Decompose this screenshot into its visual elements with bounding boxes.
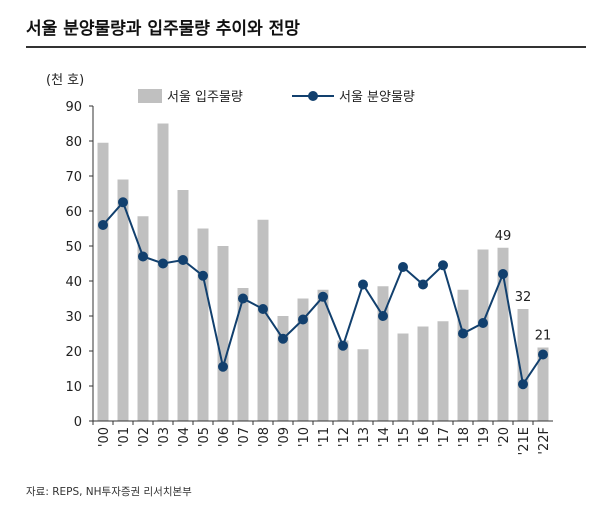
- bar-'04: [177, 190, 189, 421]
- data-label-'20: 49: [495, 229, 512, 244]
- bar-'14: [377, 286, 389, 421]
- x-tick-label: '19: [477, 427, 492, 447]
- line-point-'06: [218, 361, 228, 372]
- y-tick-label: 50: [65, 240, 82, 255]
- bar-'00: [97, 142, 109, 421]
- line-point-'04: [178, 255, 188, 265]
- bar-'07: [237, 288, 249, 421]
- legend-label-presale: 서울 분양물량: [339, 90, 415, 105]
- bar-'12: [337, 340, 349, 421]
- bar-'05: [197, 228, 209, 421]
- line-point-'13: [358, 279, 368, 290]
- chart-title: 서울 분양물량과 입주물량 추이와 전망: [26, 19, 300, 39]
- bar-'19: [477, 249, 489, 421]
- x-tick-label: '06: [217, 427, 232, 447]
- line-point-'07: [238, 293, 248, 304]
- bar-'15: [397, 333, 409, 421]
- bar-'18: [457, 289, 469, 421]
- x-tick-label: '09: [277, 427, 292, 447]
- x-tick-label: '12: [337, 427, 352, 447]
- bar-'03: [157, 123, 169, 421]
- chart-canvas: (천 호) 서울 입주물량 서울 분양물량 0 10 20 30 40 50 60 70 80 9…: [46, 73, 553, 455]
- line-point-'15: [398, 262, 408, 272]
- line-point-'01: [118, 197, 128, 208]
- legend-swatch-marker: [308, 91, 318, 101]
- line-series-markers: [98, 197, 548, 390]
- bar-'17: [437, 321, 449, 421]
- line-point-'09: [278, 333, 288, 344]
- line-point-'14: [378, 311, 388, 321]
- axes: [92, 106, 553, 422]
- line-point-'12: [338, 340, 348, 351]
- bar-'02: [137, 216, 149, 421]
- source-note: 자료: REPS, NH투자증권 리서치본부: [26, 486, 192, 498]
- line-point-'17: [438, 260, 448, 271]
- data-label-'21E: 32: [515, 290, 532, 305]
- y-tick-label: 30: [65, 310, 82, 325]
- bar-'06: [217, 246, 229, 421]
- legend-swatch-bars: [138, 89, 162, 103]
- x-tick-label: '21E: [517, 427, 532, 455]
- y-tick-label: 80: [65, 135, 82, 150]
- bar-'13: [357, 349, 369, 421]
- bar-'01: [117, 179, 129, 421]
- line-point-'11: [318, 291, 328, 302]
- legend-label-move-in: 서울 입주물량: [167, 90, 243, 105]
- x-tick-label: '03: [157, 427, 172, 447]
- line-point-'20: [498, 269, 508, 279]
- line-point-'16: [418, 279, 428, 290]
- x-tick-label: '17: [437, 427, 452, 447]
- line-point-'03: [158, 258, 168, 269]
- data-labels: 49 32 21: [495, 229, 552, 344]
- bar-'10: [297, 298, 309, 421]
- bar-'20: [497, 247, 509, 421]
- y-tick-label: 90: [65, 100, 82, 115]
- y-axis-unit-label: (천 호): [46, 73, 84, 88]
- y-tick-label: 20: [65, 345, 82, 360]
- y-axis-ticks: 0 10 20 30 40 50 60 70 80 90: [65, 100, 93, 430]
- bar-'16: [417, 326, 429, 421]
- x-tick-label: '14: [377, 427, 392, 447]
- x-tick-label: '05: [197, 427, 212, 447]
- x-tick-label: '18: [457, 427, 472, 447]
- x-tick-label: '10: [297, 427, 312, 447]
- line-point-'02: [138, 251, 148, 262]
- x-tick-label: '20: [497, 427, 512, 447]
- bar-'21E: [517, 309, 529, 421]
- x-tick-label: '01: [117, 427, 132, 447]
- line-point-'18: [458, 328, 468, 339]
- bar-'08: [257, 219, 269, 421]
- line-point-'08: [258, 304, 268, 314]
- x-axis-ticks: '00 '01 '02 '03 '04 '05 '06 '07 '08 '09 '10 '11 '12 '…: [92, 421, 552, 455]
- line-point-'00: [98, 220, 108, 230]
- y-tick-label: 10: [65, 380, 82, 395]
- x-tick-label: '11: [317, 427, 332, 447]
- line-point-'19: [478, 318, 488, 328]
- x-tick-label: '02: [137, 427, 152, 447]
- y-tick-label: 40: [65, 275, 82, 290]
- line-point-'10: [298, 314, 308, 325]
- bar-'09: [277, 316, 289, 421]
- title-divider: [26, 46, 586, 48]
- y-tick-label: 60: [65, 205, 82, 220]
- data-label-'22F: 21: [535, 329, 552, 344]
- y-tick-label: 0: [74, 415, 82, 430]
- legend: 서울 입주물량 서울 분양물량: [138, 89, 415, 105]
- x-tick-label: '16: [417, 427, 432, 447]
- bar-'22F: [537, 347, 549, 421]
- x-tick-label: '04: [177, 427, 192, 447]
- x-tick-label: '13: [357, 427, 372, 447]
- x-tick-label: '08: [257, 427, 272, 447]
- x-tick-label: '00: [97, 427, 112, 447]
- x-tick-label: '22F: [537, 427, 552, 455]
- line-point-'22F: [538, 349, 548, 360]
- line-point-'05: [198, 270, 208, 281]
- x-tick-label: '15: [397, 427, 412, 447]
- bar-'11: [317, 289, 329, 421]
- y-tick-label: 70: [65, 170, 82, 185]
- x-tick-label: '07: [237, 427, 252, 447]
- bar-series: [97, 123, 549, 421]
- line-point-'21E: [518, 379, 528, 390]
